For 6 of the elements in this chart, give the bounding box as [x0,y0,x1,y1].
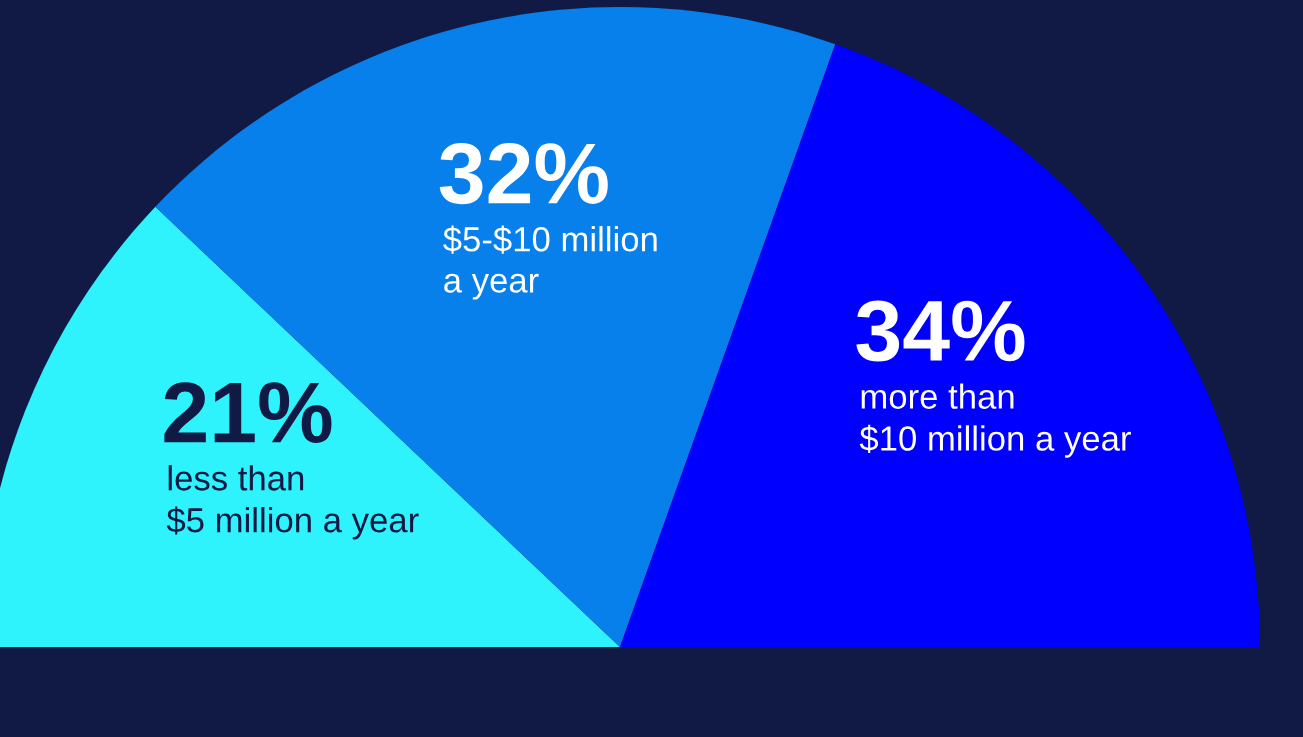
data-label: 21% [164,382,332,443]
slice-label: $5-$10 million a year [443,225,657,300]
slice-label: less than $5 million a year [166,465,419,540]
slice-label: more than $10 million a year [859,383,1131,458]
data-label: 34% [856,300,1025,362]
data-label: 32% [439,143,608,205]
